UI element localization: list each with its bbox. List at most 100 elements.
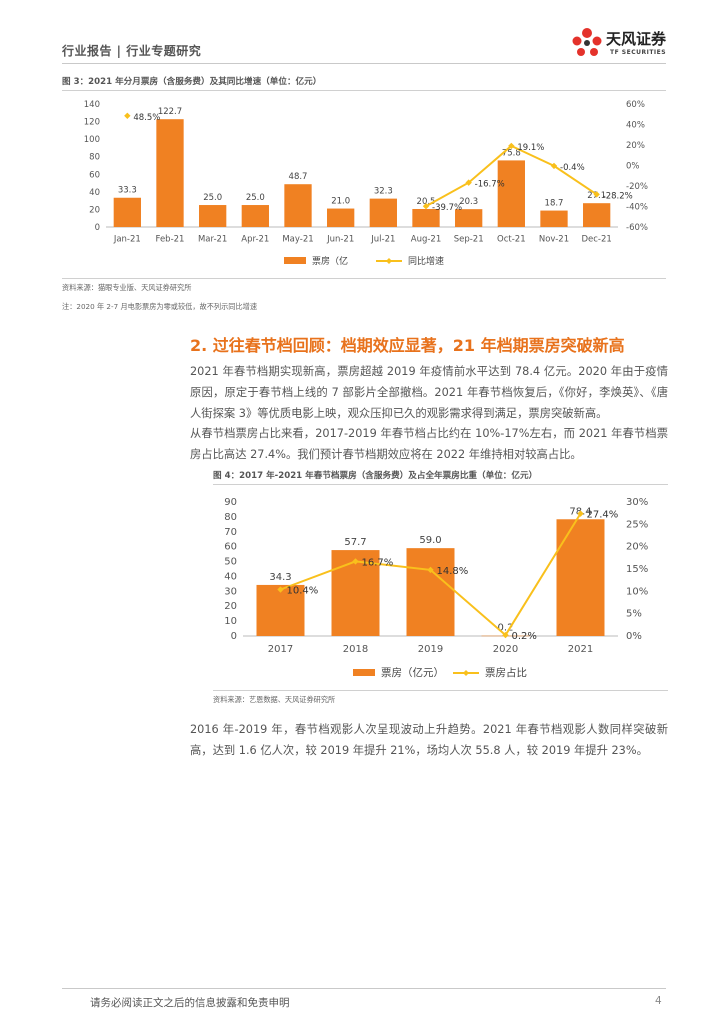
paragraph-2-text: 从春节档票房占比来看，2017-2019 年春节档占比约在 10%-17%左右，… [190,427,668,461]
figure3-line-point [465,179,472,186]
figure3-y-left-tick: 80 [89,153,100,163]
figure3-bar-label: 25.0 [246,193,265,203]
figure3-x-tick: Feb-21 [156,235,185,245]
figure4-bar-label: 34.3 [269,572,291,583]
figure3-line-label: -16.7% [475,180,505,190]
figure4-line-label: 27.4% [587,510,619,521]
figure4-line-label: 0.2% [512,631,537,642]
figure3-bar [540,210,568,227]
figure4-bottom-rule [213,690,668,691]
figure3-bar [369,198,397,227]
figure3-chart: 0 20 40 60 80 100 120 140 -60% -40% -20% 0% 20% 40% 60… [84,100,648,267]
figure4-y-left-tick: 30 [224,586,237,597]
report-category: 行业报告 | 行业专题研究 [62,44,202,58]
figure3-x-tick: Aug-21 [411,235,441,245]
figure4-y-right-tick: 0% [626,631,642,642]
paragraph-1-text: 2021 年春节档期实现新高，票房超越 2019 年疫情前水平达到 78.4 亿… [190,365,668,420]
figure3-bar-label: 48.7 [289,172,308,182]
figure3-y-right-tick: 0% [626,162,640,172]
figure4-y-right-tick: 15% [626,564,648,575]
figure3-line-label: 48.5% [133,113,160,123]
figure3-y-right-tick: -60% [626,223,648,233]
figure3-bar [113,197,141,227]
figure4-x-tick: 2017 [268,644,293,655]
figure4-x-tick: 2019 [418,644,443,655]
figure3-line-point [124,112,131,119]
figure3-y-right-tick: 40% [626,121,645,131]
figure3-bar-label: 122.7 [158,107,182,117]
figure3-y-left-tick: 140 [84,100,100,110]
figure3-line-label: -0.4% [560,163,585,173]
page-number: 4 [655,995,662,1007]
figure4-y-left-tick: 90 [224,497,237,508]
figure3-line-point [550,162,558,170]
figure3-x-tick: Jun-21 [326,235,354,245]
figure3-bar-label: 32.3 [374,187,393,197]
figure4-legend-bar-swatch [353,669,375,676]
figure3-x-tick: Oct-21 [497,235,526,245]
paragraph-2: 从春节档票房占比来看，2017-2019 年春节档占比约在 10%-17%左右，… [190,423,668,465]
figure4-line-label: 10.4% [287,586,319,597]
figure4-y-left-tick: 0 [231,631,237,642]
figure4-y-left-tick: 10 [224,616,237,627]
figure4-bar [256,584,305,636]
figure3-y-right-tick: 20% [626,141,645,151]
figure3-source: 资料来源：猫眼专业版、天风证券研究所 [62,283,192,292]
figure3-bar-label: 20.5 [417,197,436,207]
figure3-title-rule [62,90,666,91]
figure3-line-label: -28.2% [603,191,633,201]
figure4-y-left-tick: 60 [224,542,237,553]
figure4-legend-line-label: 票房占比 [485,666,527,679]
figure4-x-tick: 2018 [343,644,368,655]
figure3-y-left-tick: 100 [84,135,100,145]
figure3-bar [284,184,312,227]
figure4-y-right-tick: 5% [626,609,642,620]
figure4-legend-line-marker [463,670,469,676]
figure3-legend-bar-swatch [284,257,306,264]
figure4-y-left-tick: 20 [224,601,237,612]
paragraph-3: 2016 年-2019 年，春节档观影人次呈现波动上升趋势。2021 年春节档观… [190,719,668,761]
figure3-bar [412,208,440,227]
figure3-y-right-tick: 60% [626,100,645,110]
figure3-y-right-tick: -40% [626,203,648,213]
figure4-y-left-tick: 70 [224,527,237,538]
figure4-legend-bar-label: 票房（亿元） [381,666,444,679]
figure3-x-tick: Nov-21 [539,235,569,245]
figure4-chart: 0 10 20 30 40 50 60 70 80 90 0% 5% 10% 15% 20% 25% 30% 34… [224,497,648,679]
figure3-x-tick: Apr-21 [241,235,269,245]
figure3-x-tick: Sep-21 [454,235,484,245]
logo-name-en: TF SECURITIES [610,49,667,56]
logo-name-cn: 天风证券 [606,30,667,48]
figure3-line-label: 19.1% [517,143,544,153]
figure3-line-point [422,202,430,210]
figure3-legend-bar-label: 票房（亿 [312,255,348,267]
figure3-x-tick: Jul-21 [370,235,395,245]
figure3-bar-label: 33.3 [118,186,137,196]
figure3-bar-label: 75.8 [502,148,521,158]
figure3-y-left-tick: 120 [84,118,100,128]
figure4-line-label: 16.7% [362,557,394,568]
figure4-source: 资料来源：艺恩数据、天风证券研究所 [213,695,336,704]
figure3-bar [455,209,483,227]
figure3-bar [583,203,611,227]
figure4-y-right-tick: 30% [626,497,648,508]
figure4-bar [556,519,605,636]
figure3-y-left-tick: 40 [89,188,100,198]
figure3-x-tick: May-21 [282,235,313,245]
figure4-line-point [352,558,359,565]
figure4-y-right-tick: 20% [626,542,648,553]
figure3-bar-label: 20.3 [459,197,478,207]
figure4-title: 图 4：2017 年-2021 年春节档票房（含服务费）及占全年票房比重（单位：… [213,471,538,481]
figure4-line-point [577,510,584,517]
figure3-bar-label: 25.0 [203,193,222,203]
figure4-bar-label: 57.7 [344,537,366,548]
figure4-bar-label: 59.0 [419,535,441,546]
figure4-x-tick: 2020 [493,644,518,655]
figure3-bottom-rule [62,278,666,279]
figure3-x-tick: Mar-21 [198,235,227,245]
figure3-line-point [593,191,600,198]
company-logo: 天风证券 TF SECURITIES [570,22,690,62]
logo-flower-icon [572,28,602,56]
footer-disclaimer: 请务必阅读正文之后的信息披露和免责申明 [90,997,290,1009]
figure4-y-left-tick: 50 [224,557,237,568]
